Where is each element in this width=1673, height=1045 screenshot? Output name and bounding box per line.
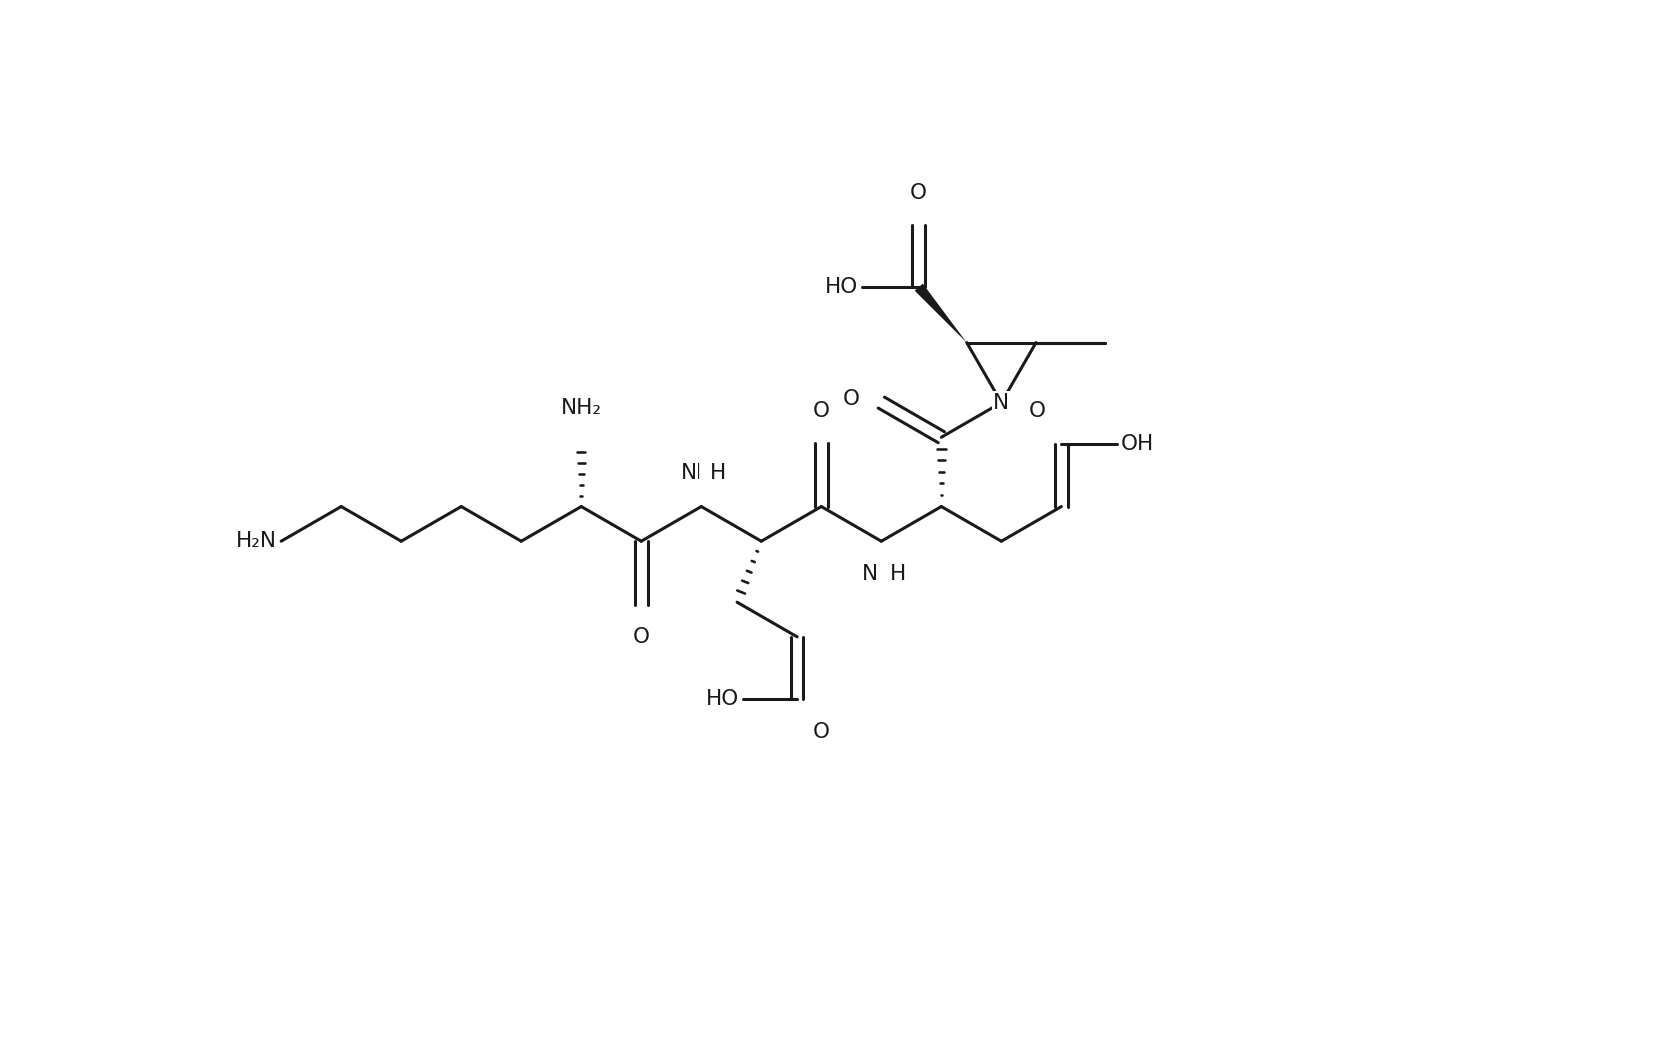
Text: H: H <box>684 463 701 484</box>
Text: O: O <box>632 627 649 647</box>
Text: OH: OH <box>1119 434 1153 455</box>
Text: O: O <box>1029 401 1046 421</box>
Text: O: O <box>811 722 830 742</box>
Text: HO: HO <box>706 690 739 710</box>
Text: N: N <box>681 463 698 484</box>
Text: N: N <box>992 393 1009 413</box>
Text: NH₂: NH₂ <box>560 397 601 418</box>
Text: HO: HO <box>825 277 858 297</box>
Polygon shape <box>913 283 965 343</box>
Text: H: H <box>890 564 905 584</box>
Text: H: H <box>709 463 726 484</box>
Text: O: O <box>842 389 860 409</box>
Text: H₂N: H₂N <box>236 531 278 551</box>
Text: N: N <box>862 564 877 584</box>
Text: O: O <box>813 401 830 421</box>
Text: O: O <box>910 183 927 203</box>
